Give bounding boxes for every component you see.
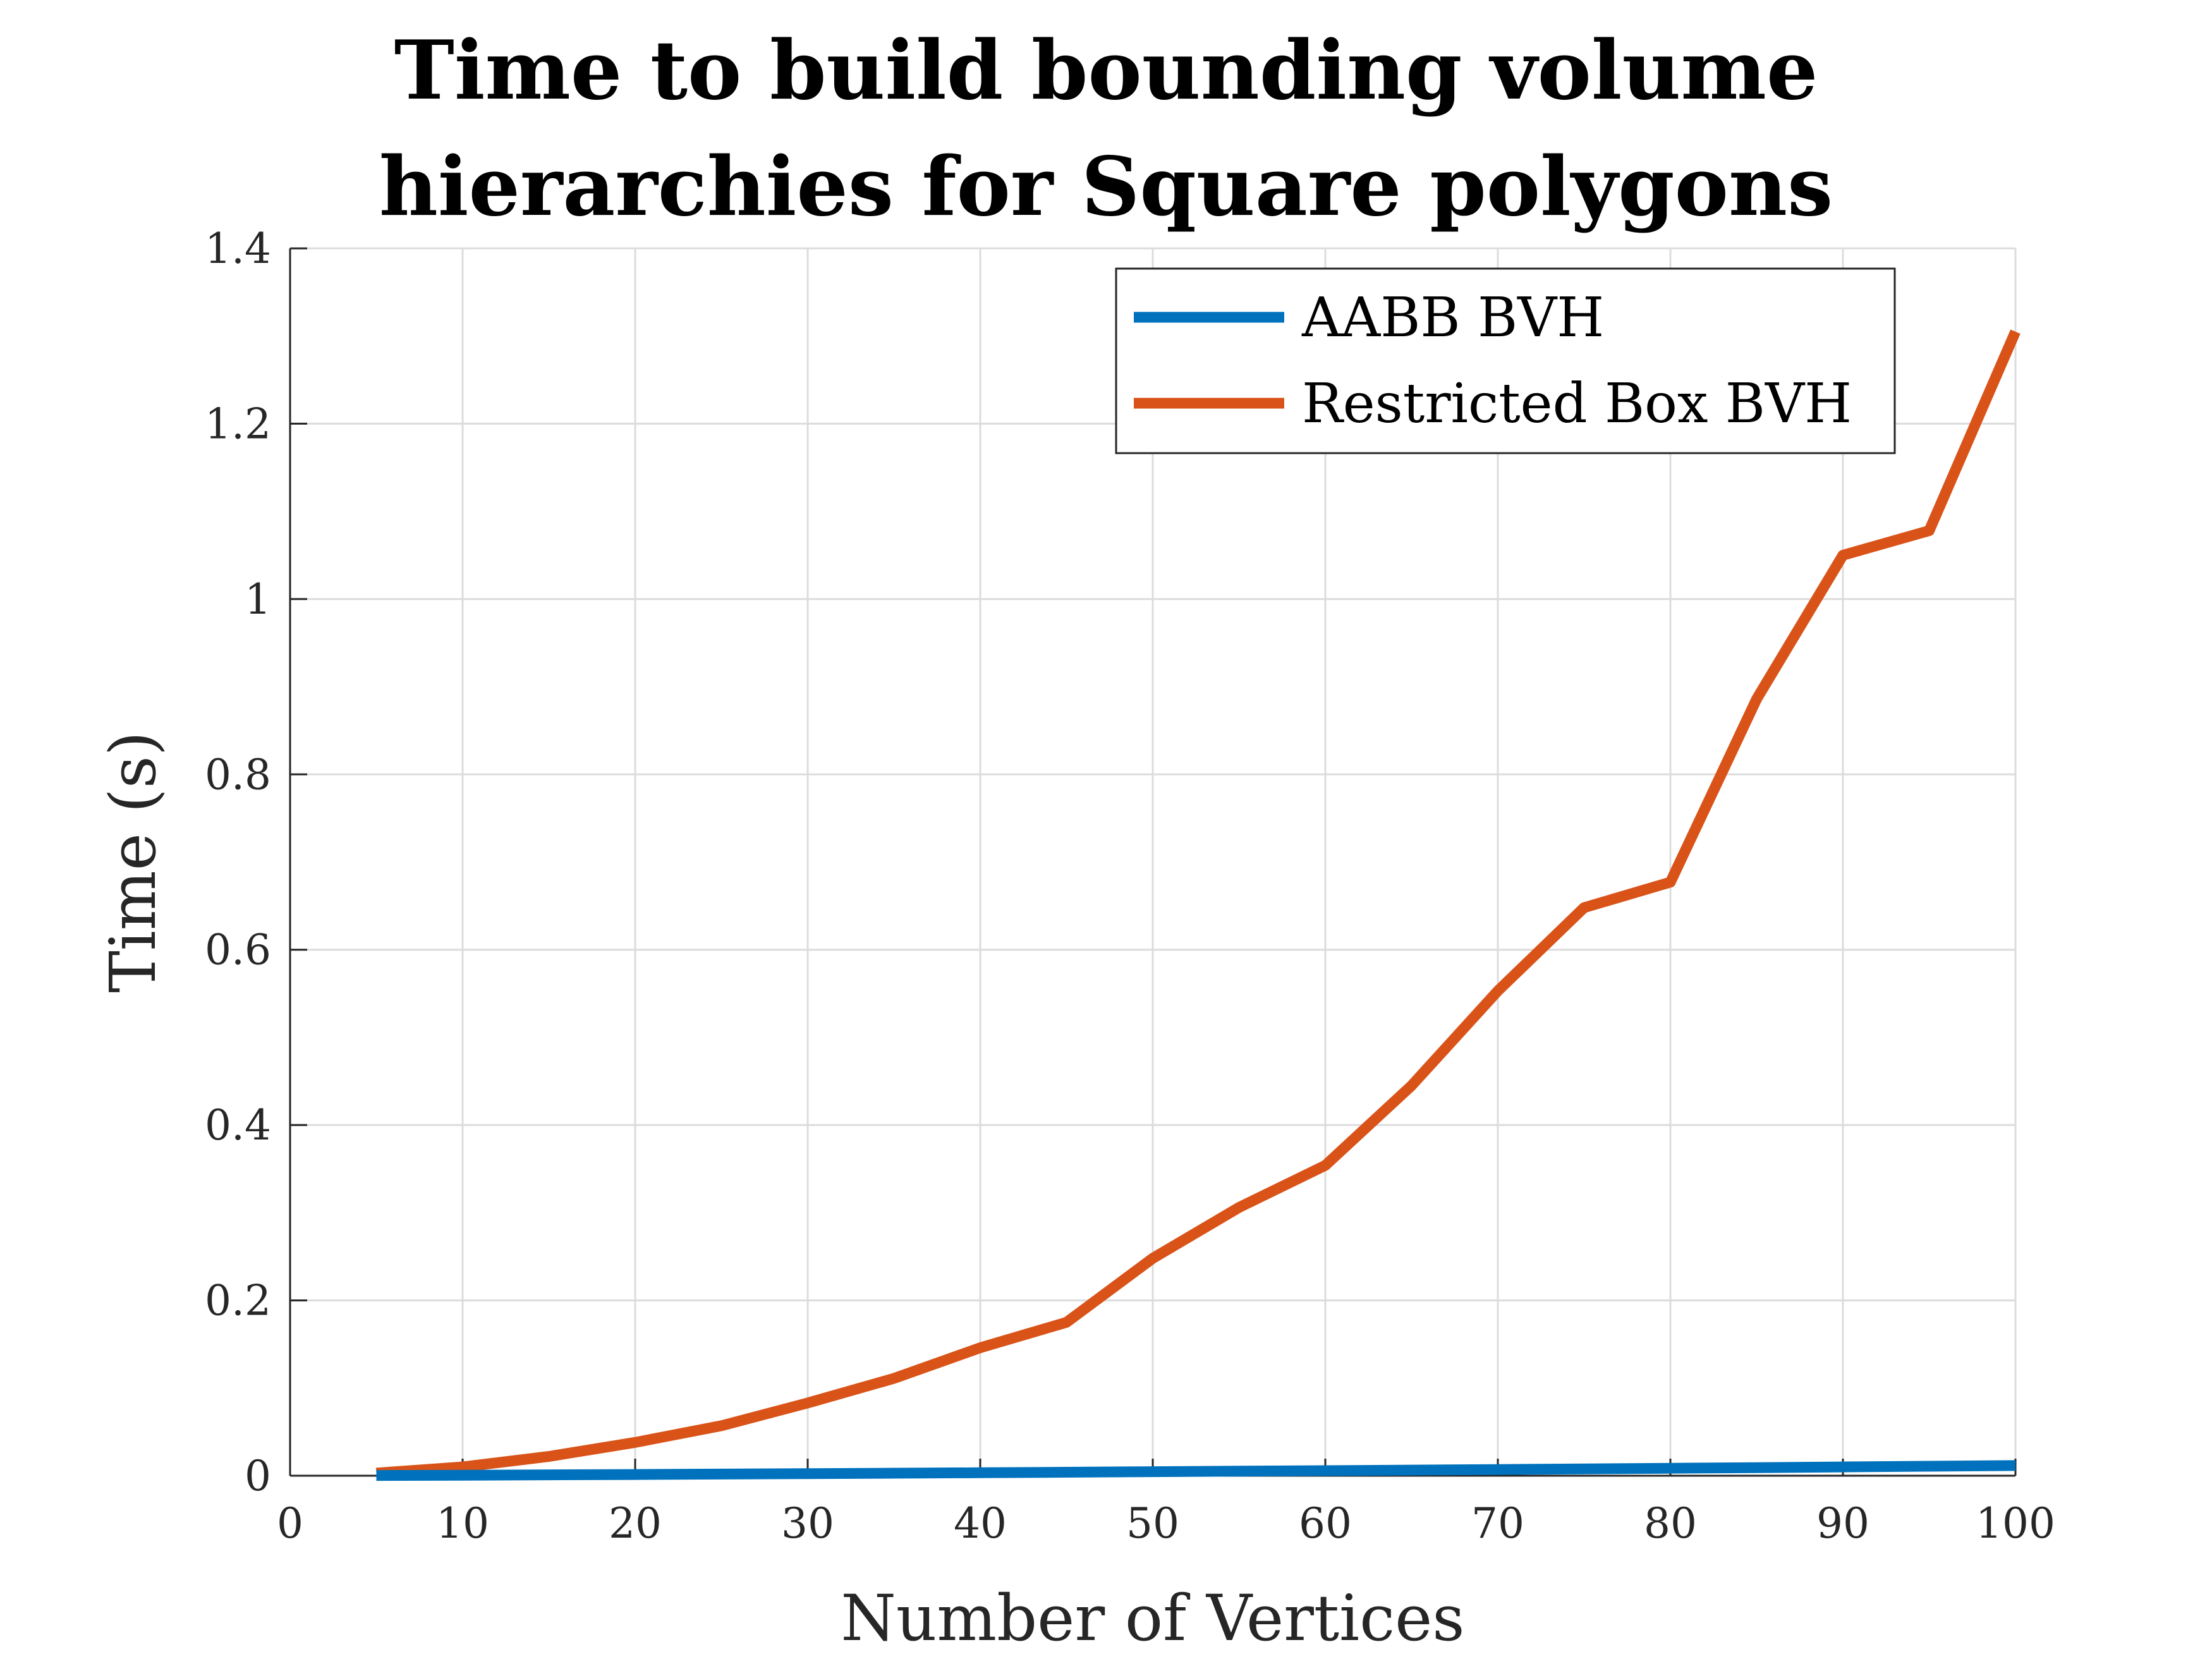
y-tick-label: 1 <box>245 575 271 624</box>
y-tick-label: 0.8 <box>205 750 271 799</box>
x-tick-label: 60 <box>1299 1499 1352 1548</box>
chart-title-line-1: Time to build bounding volume <box>394 23 1818 118</box>
legend-label: AABB BVH <box>1301 286 1604 349</box>
y-tick-label: 1.2 <box>205 399 271 448</box>
grid-lines <box>289 247 2017 1477</box>
series-line-restricted-box-bvh <box>375 329 2021 1479</box>
legend-box <box>1115 267 1896 454</box>
x-tick-label: 40 <box>954 1499 1007 1548</box>
x-tick-label: 10 <box>436 1499 489 1548</box>
x-tick-label: 0 <box>277 1499 303 1548</box>
y-tick-label: 0.2 <box>205 1277 271 1325</box>
x-tick-label: 50 <box>1126 1499 1179 1548</box>
legend-label: Restricted Box BVH <box>1302 372 1852 435</box>
x-tick-label: 20 <box>609 1499 662 1548</box>
chart-title-line-2: hierarchies for Square polygons <box>379 140 1833 234</box>
x-axis-label: Number of Vertices <box>841 1581 1464 1655</box>
x-tick-label: 80 <box>1644 1499 1697 1548</box>
x-tick-label: 90 <box>1816 1499 1869 1548</box>
y-axis-label: Time (s) <box>96 731 170 993</box>
y-tick-label: 0.4 <box>205 1101 271 1150</box>
legend: AABB BVH Restricted Box BVH <box>1115 267 1896 454</box>
x-tick-label: 30 <box>781 1499 834 1548</box>
series-line-aabb-bvh <box>376 1460 2016 1481</box>
tick-labels: 0 10 20 30 40 50 60 70 80 90 100 0 0.2 0.4 0.6 0.8 1 1.2 1… <box>205 224 2055 1548</box>
y-tick-label: 0 <box>245 1452 271 1500</box>
y-tick-label: 0.6 <box>205 926 271 975</box>
data-series <box>375 329 2021 1481</box>
y-tick-label: 1.4 <box>205 224 271 273</box>
x-tick-label: 100 <box>1976 1499 2055 1548</box>
x-tick-label: 70 <box>1471 1499 1524 1548</box>
